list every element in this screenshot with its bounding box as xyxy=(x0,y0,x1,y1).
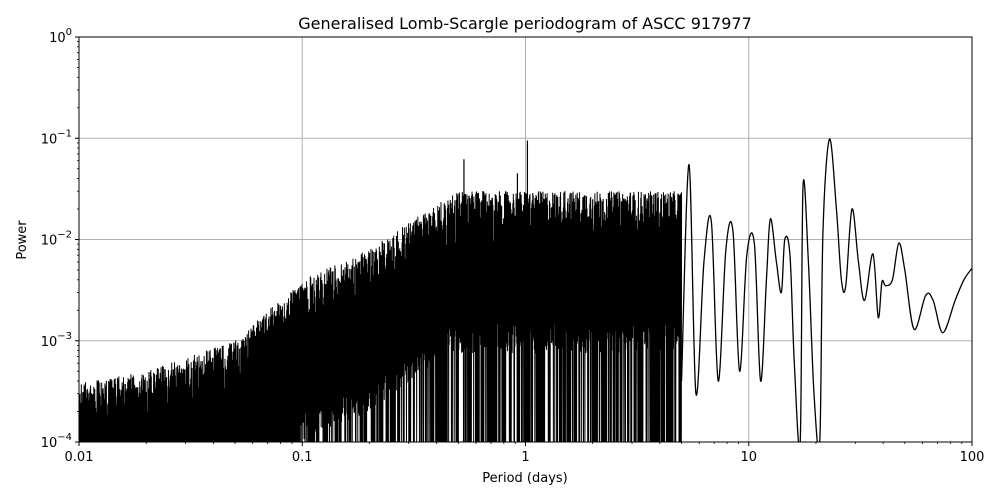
y-tick-label: 10−3 xyxy=(41,331,72,350)
y-tick-label: 10−2 xyxy=(41,230,72,249)
x-tick-label: 0.01 xyxy=(65,450,94,465)
noise-series-line xyxy=(79,191,683,442)
y-tick-label: 10−1 xyxy=(41,128,72,147)
long-period-series-line xyxy=(680,138,972,442)
chart-title: Generalised Lomb-Scargle periodogram of … xyxy=(298,14,752,33)
x-tick-label: 0.1 xyxy=(292,450,313,465)
y-tick-label: 10−4 xyxy=(41,432,72,451)
data-series xyxy=(79,138,972,442)
x-tick-label: 1 xyxy=(521,450,529,465)
y-axis-label: Power xyxy=(15,220,30,260)
x-axis-label: Period (days) xyxy=(482,471,568,486)
y-tick-label: 100 xyxy=(49,27,72,46)
axis-ticks: 0.01 0.1 1 10 100 10−4 10−3 10−2 10−1 100 xyxy=(41,27,985,465)
x-tick-label: 10 xyxy=(740,450,757,465)
x-tick-label: 100 xyxy=(960,450,985,465)
